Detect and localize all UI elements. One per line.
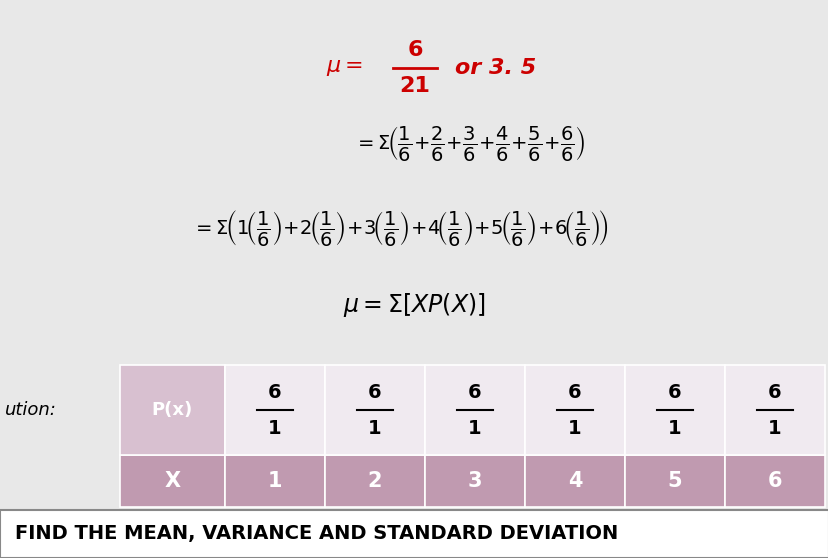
Text: 1: 1 xyxy=(268,418,282,437)
Text: or 3. 5: or 3. 5 xyxy=(455,58,536,78)
FancyBboxPatch shape xyxy=(0,510,828,558)
FancyBboxPatch shape xyxy=(624,365,724,455)
Text: 1: 1 xyxy=(768,418,781,437)
FancyBboxPatch shape xyxy=(120,365,224,455)
Text: 6: 6 xyxy=(768,382,781,402)
FancyBboxPatch shape xyxy=(524,455,624,507)
Text: 6: 6 xyxy=(468,382,481,402)
Text: $= \Sigma\!\left(\dfrac{1}{6}\!+\!\dfrac{2}{6}\!+\!\dfrac{3}{6}\!+\!\dfrac{4}{6}: $= \Sigma\!\left(\dfrac{1}{6}\!+\!\dfrac… xyxy=(354,123,585,162)
Text: FIND THE MEAN, VARIANCE AND STANDARD DEVIATION: FIND THE MEAN, VARIANCE AND STANDARD DEV… xyxy=(15,525,618,543)
Text: P(x): P(x) xyxy=(152,401,193,419)
Text: 1: 1 xyxy=(667,418,681,437)
Text: 4: 4 xyxy=(567,471,581,491)
Text: $= \Sigma\!\left(1\!\left(\dfrac{1}{6}\right)\!+\!2\!\left(\dfrac{1}{6}\right)\!: $= \Sigma\!\left(1\!\left(\dfrac{1}{6}\r… xyxy=(191,208,608,248)
Text: 1: 1 xyxy=(267,471,282,491)
Text: 6: 6 xyxy=(268,382,282,402)
FancyBboxPatch shape xyxy=(325,365,425,455)
FancyBboxPatch shape xyxy=(120,455,224,507)
FancyBboxPatch shape xyxy=(425,455,524,507)
FancyBboxPatch shape xyxy=(425,365,524,455)
Text: 5: 5 xyxy=(667,471,681,491)
FancyBboxPatch shape xyxy=(724,455,824,507)
Text: 6: 6 xyxy=(767,471,782,491)
Text: 21: 21 xyxy=(399,76,430,96)
Text: 1: 1 xyxy=(468,418,481,437)
Text: 3: 3 xyxy=(467,471,482,491)
FancyBboxPatch shape xyxy=(325,455,425,507)
Text: X: X xyxy=(164,471,181,491)
Text: 1: 1 xyxy=(368,418,382,437)
Text: $\mu =$: $\mu =$ xyxy=(326,58,363,78)
FancyBboxPatch shape xyxy=(724,365,824,455)
Text: 6: 6 xyxy=(567,382,581,402)
FancyBboxPatch shape xyxy=(624,455,724,507)
Text: $\mu = \Sigma\left[XP(X)\right]$: $\mu = \Sigma\left[XP(X)\right]$ xyxy=(342,291,484,319)
Text: 6: 6 xyxy=(667,382,681,402)
Text: ution:: ution: xyxy=(5,401,57,419)
Text: 2: 2 xyxy=(368,471,382,491)
FancyBboxPatch shape xyxy=(524,365,624,455)
FancyBboxPatch shape xyxy=(224,365,325,455)
Text: 6: 6 xyxy=(407,40,422,60)
FancyBboxPatch shape xyxy=(224,455,325,507)
Text: 6: 6 xyxy=(368,382,382,402)
Text: 1: 1 xyxy=(567,418,581,437)
